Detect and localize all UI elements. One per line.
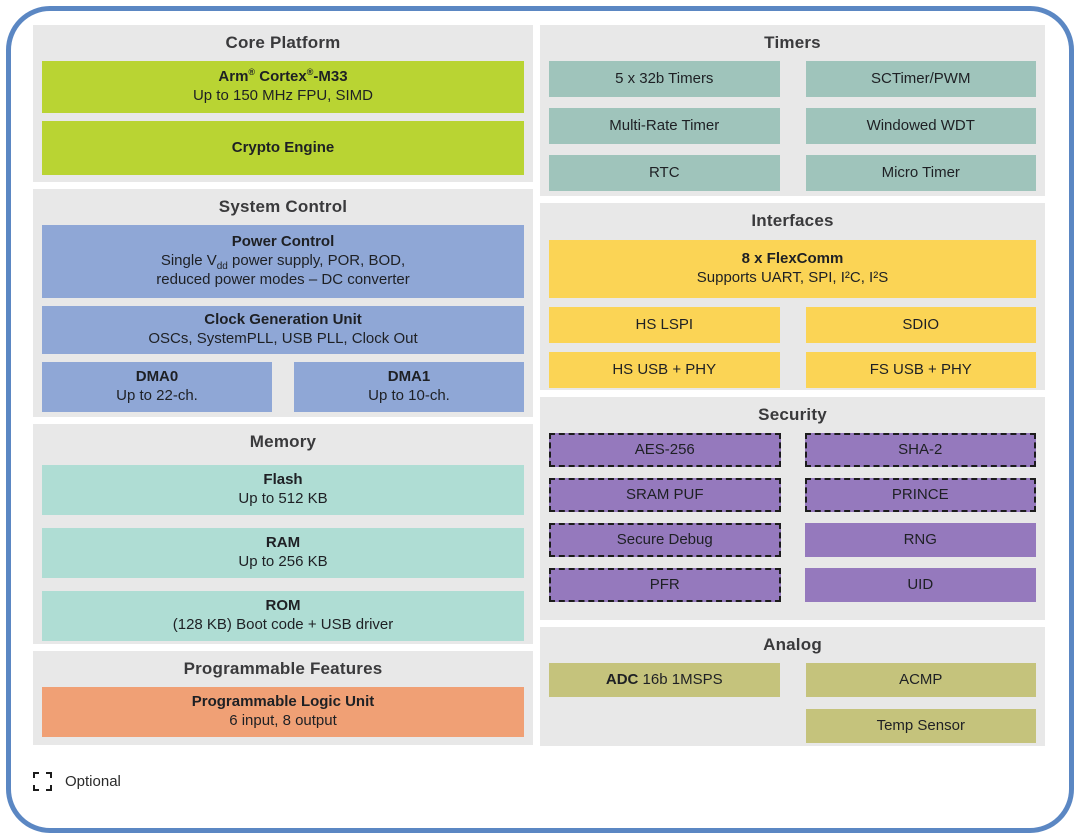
block-prince: PRINCE xyxy=(804,478,1036,512)
right-column: Timers 5 x 32b Timers SCTimer/PWM Multi-… xyxy=(540,25,1045,746)
block-sdio: SDIO xyxy=(805,307,1036,343)
block-power-control: Power Control Single Vdd power supply, P… xyxy=(42,225,524,298)
block-micro-timer: Micro Timer xyxy=(805,155,1036,191)
block-hs-usb-phy: HS USB + PHY xyxy=(549,352,780,388)
dma-row: DMA0 Up to 22-ch. DMA1 Up to 10-ch. xyxy=(42,362,524,412)
optional-legend: Optional xyxy=(33,772,121,791)
section-title-core-platform: Core Platform xyxy=(225,33,341,52)
section-security: Security AES-256 SHA-2 SRAM PUF PRINCE S… xyxy=(540,397,1045,620)
block-title: Flash xyxy=(263,471,303,489)
block-rtc: RTC xyxy=(549,155,780,191)
section-interfaces: Interfaces 8 x FlexComm Supports UART, S… xyxy=(540,203,1045,390)
block-arm-cortex-m33: Arm® Cortex®-M33 Up to 150 MHz FPU, SIMD xyxy=(42,61,524,113)
block-flash: Flash Up to 512 KB xyxy=(42,465,524,515)
section-title-interfaces: Interfaces xyxy=(751,211,834,230)
block-diagram: Core Platform Arm® Cortex®-M33 Up to 150… xyxy=(33,25,1045,746)
block-title: ADC 16b 1MSPS xyxy=(605,670,723,688)
block-adc: ADC 16b 1MSPS xyxy=(549,663,780,697)
section-title-security: Security xyxy=(758,405,827,424)
block-title: Programmable Logic Unit xyxy=(191,693,375,711)
block-subtitle: Up to 256 KB xyxy=(238,553,328,570)
section-programmable-features: Programmable Features Programmable Logic… xyxy=(33,651,533,745)
section-title-system-control: System Control xyxy=(218,197,348,216)
block-subtitle-line1: Single Vdd power supply, POR, BOD, xyxy=(160,252,406,273)
block-rng: RNG xyxy=(804,523,1036,557)
block-pfr: PFR xyxy=(549,568,781,602)
section-core-platform: Core Platform Arm® Cortex®-M33 Up to 150… xyxy=(33,25,533,182)
block-subtitle: Up to 512 KB xyxy=(238,490,328,507)
block-acmp: ACMP xyxy=(805,663,1036,697)
block-secure-debug: Secure Debug xyxy=(549,523,781,557)
block-dma0: DMA0 Up to 22-ch. xyxy=(42,362,272,412)
block-crypto-engine: Crypto Engine xyxy=(42,121,524,175)
block-subtitle: (128 KB) Boot code + USB driver xyxy=(172,616,394,633)
block-sha-2: SHA-2 xyxy=(804,433,1036,467)
section-system-control: System Control Power Control Single Vdd … xyxy=(33,189,533,417)
block-title: DMA0 xyxy=(135,368,179,386)
block-multi-rate-timer: Multi-Rate Timer xyxy=(549,108,780,144)
interfaces-grid: HS LSPI SDIO HS USB + PHY FS USB + PHY xyxy=(549,307,1036,388)
block-ram: RAM Up to 256 KB xyxy=(42,528,524,578)
block-flexcomm: 8 x FlexComm Supports UART, SPI, I²C, I²… xyxy=(549,240,1036,298)
block-subtitle: Up to 150 MHz FPU, SIMD xyxy=(192,87,374,104)
block-hs-lspi: HS LSPI xyxy=(549,307,780,343)
block-subtitle: Up to 22-ch. xyxy=(116,387,198,404)
block-rom: ROM (128 KB) Boot code + USB driver xyxy=(42,591,524,641)
analog-grid: ADC 16b 1MSPS ACMP Temp Sensor xyxy=(549,663,1036,743)
block-title: RAM xyxy=(265,534,301,552)
block-clock-generation-unit: Clock Generation Unit OSCs, SystemPLL, U… xyxy=(42,306,524,354)
block-programmable-logic-unit: Programmable Logic Unit 6 input, 8 outpu… xyxy=(42,687,524,737)
section-title-programmable-features: Programmable Features xyxy=(183,659,383,678)
section-memory: Memory Flash Up to 512 KB RAM Up to 256 … xyxy=(33,424,533,644)
section-title-analog: Analog xyxy=(763,635,822,654)
block-title: Clock Generation Unit xyxy=(204,311,362,329)
block-subtitle: Supports UART, SPI, I²C, I²S xyxy=(696,269,889,286)
optional-dashed-swatch-icon xyxy=(33,772,52,791)
block-dma1: DMA1 Up to 10-ch. xyxy=(294,362,524,412)
block-title: Arm® Cortex®-M33 xyxy=(218,67,348,86)
block-title: 8 x FlexComm xyxy=(741,250,844,268)
block-subtitle-line2: reduced power modes – DC converter xyxy=(156,270,410,288)
block-temp-sensor: Temp Sensor xyxy=(805,709,1036,743)
block-windowed-wdt: Windowed WDT xyxy=(805,108,1036,144)
timers-grid: 5 x 32b Timers SCTimer/PWM Multi-Rate Ti… xyxy=(549,61,1036,191)
security-grid: AES-256 SHA-2 SRAM PUF PRINCE Secure Deb… xyxy=(549,433,1036,602)
section-title-memory: Memory xyxy=(249,432,317,451)
block-subtitle: OSCs, SystemPLL, USB PLL, Clock Out xyxy=(148,330,418,347)
optional-legend-label: Optional xyxy=(65,773,121,790)
block-aes-256: AES-256 xyxy=(549,433,781,467)
block-5x32b-timers: 5 x 32b Timers xyxy=(549,61,780,97)
block-sctimer-pwm: SCTimer/PWM xyxy=(805,61,1036,97)
block-sram-puf: SRAM PUF xyxy=(549,478,781,512)
block-subtitle: Up to 10-ch. xyxy=(368,387,450,404)
block-title: Crypto Engine xyxy=(231,138,335,156)
block-fs-usb-phy: FS USB + PHY xyxy=(805,352,1036,388)
block-title: Power Control xyxy=(231,233,335,251)
section-timers: Timers 5 x 32b Timers SCTimer/PWM Multi-… xyxy=(540,25,1045,196)
section-title-timers: Timers xyxy=(764,33,821,52)
block-uid: UID xyxy=(804,568,1036,602)
block-title: DMA1 xyxy=(387,368,431,386)
left-column: Core Platform Arm® Cortex®-M33 Up to 150… xyxy=(33,25,533,746)
block-title: ROM xyxy=(265,597,301,615)
section-analog: Analog ADC 16b 1MSPS ACMP Temp Sensor xyxy=(540,627,1045,746)
block-subtitle: 6 input, 8 output xyxy=(229,712,337,729)
